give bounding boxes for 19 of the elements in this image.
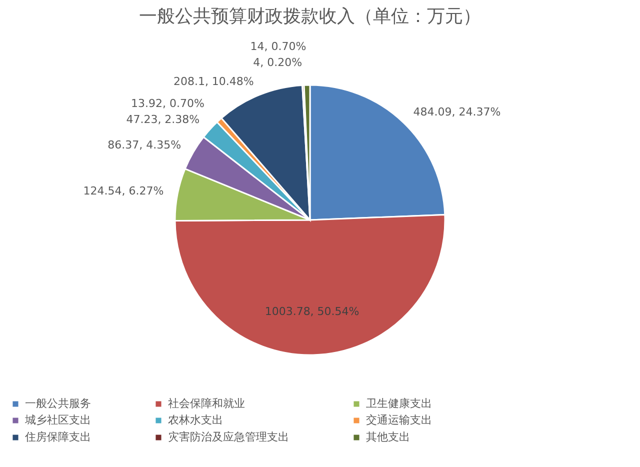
legend-label: 住房保障支出 xyxy=(25,430,91,444)
data-label: 4, 0.20% xyxy=(253,56,302,70)
data-label: 1003.78, 50.54% xyxy=(264,304,360,318)
data-label: 208.1, 10.48% xyxy=(173,74,254,88)
legend-label: 交通运输支出 xyxy=(366,414,432,426)
data-label: 47.23, 2.38% xyxy=(126,112,200,126)
legend-label: 卫生健康支出 xyxy=(366,396,432,410)
data-label: 484.09, 24.37% xyxy=(413,106,501,119)
legend-label: 农林水支出 xyxy=(168,414,223,426)
legend-label: 灾害防治及应急管理支出 xyxy=(168,430,289,444)
legend-label: 其他支出 xyxy=(366,430,410,444)
chart-title: 一般公共预算财政拨款收入（单位：万元） xyxy=(139,6,481,27)
legend-label: 一般公共服务 xyxy=(25,396,91,410)
data-label: 86.37, 4.35% xyxy=(108,138,182,152)
legend-label: 社会保障和就业 xyxy=(168,396,245,410)
data-label: 124.54, 6.27% xyxy=(83,184,164,198)
data-label: 14, 0.70% xyxy=(250,40,306,54)
legend-label: 城乡社区支出 xyxy=(24,414,91,426)
data-label: 13.92, 0.70% xyxy=(131,96,204,110)
